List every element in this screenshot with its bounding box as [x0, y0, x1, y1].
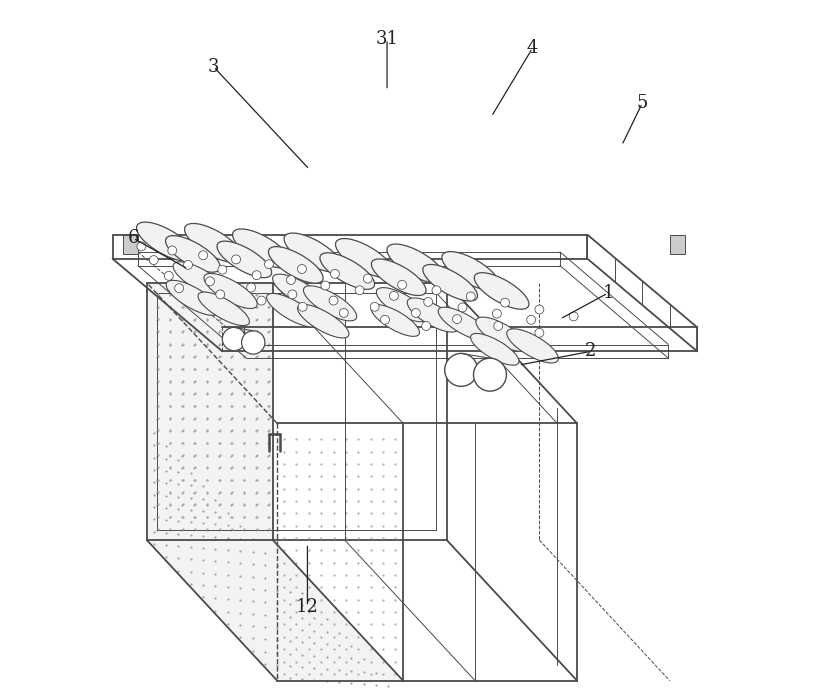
Circle shape — [149, 256, 158, 265]
Ellipse shape — [166, 280, 219, 316]
Circle shape — [183, 260, 192, 269]
Circle shape — [164, 271, 173, 280]
Ellipse shape — [217, 241, 272, 278]
Circle shape — [432, 286, 441, 295]
Ellipse shape — [284, 233, 342, 272]
Circle shape — [389, 291, 398, 300]
Circle shape — [492, 309, 501, 318]
Circle shape — [355, 286, 364, 295]
Circle shape — [411, 309, 420, 318]
Circle shape — [458, 303, 467, 312]
Text: 31: 31 — [375, 30, 398, 48]
Polygon shape — [147, 282, 273, 540]
Ellipse shape — [268, 247, 323, 283]
Circle shape — [501, 298, 510, 307]
Circle shape — [321, 281, 330, 290]
Ellipse shape — [173, 262, 227, 297]
Ellipse shape — [165, 236, 220, 272]
Circle shape — [330, 269, 339, 278]
Circle shape — [569, 312, 578, 321]
Polygon shape — [123, 235, 138, 254]
Ellipse shape — [376, 287, 428, 322]
Circle shape — [264, 260, 273, 269]
Ellipse shape — [407, 298, 459, 332]
Text: 4: 4 — [527, 39, 538, 57]
Ellipse shape — [137, 222, 195, 261]
Ellipse shape — [204, 274, 257, 309]
Ellipse shape — [438, 307, 490, 340]
Circle shape — [257, 296, 266, 305]
Ellipse shape — [442, 251, 500, 291]
Circle shape — [252, 271, 261, 280]
Circle shape — [288, 290, 297, 299]
Circle shape — [339, 309, 348, 318]
Circle shape — [329, 296, 338, 305]
Circle shape — [380, 316, 389, 325]
Circle shape — [218, 265, 227, 274]
Circle shape — [247, 283, 256, 292]
Ellipse shape — [335, 238, 393, 278]
Circle shape — [527, 316, 536, 325]
Circle shape — [398, 280, 407, 289]
Text: 3: 3 — [208, 58, 219, 76]
Circle shape — [535, 329, 544, 338]
Circle shape — [298, 265, 307, 274]
Circle shape — [175, 284, 183, 293]
Circle shape — [474, 358, 506, 391]
Ellipse shape — [506, 329, 559, 363]
Ellipse shape — [474, 273, 529, 309]
Ellipse shape — [232, 229, 290, 268]
Ellipse shape — [470, 333, 519, 365]
Text: 2: 2 — [585, 342, 596, 360]
Ellipse shape — [476, 317, 528, 351]
Ellipse shape — [267, 294, 318, 327]
Text: 12: 12 — [296, 597, 319, 616]
Circle shape — [222, 327, 245, 351]
Circle shape — [137, 242, 146, 251]
Text: 6: 6 — [128, 229, 139, 247]
Circle shape — [466, 292, 475, 301]
Circle shape — [199, 251, 208, 260]
Circle shape — [452, 315, 461, 324]
Ellipse shape — [387, 244, 445, 283]
Circle shape — [494, 322, 503, 331]
Circle shape — [286, 276, 295, 285]
Ellipse shape — [320, 253, 375, 289]
Circle shape — [422, 322, 430, 331]
Circle shape — [241, 331, 265, 354]
Polygon shape — [147, 540, 403, 681]
Ellipse shape — [303, 286, 357, 321]
Ellipse shape — [198, 292, 249, 326]
Text: 1: 1 — [602, 284, 614, 302]
Ellipse shape — [272, 274, 326, 309]
Ellipse shape — [371, 305, 420, 336]
Circle shape — [535, 305, 544, 314]
Ellipse shape — [298, 305, 349, 338]
Circle shape — [168, 246, 177, 255]
Ellipse shape — [423, 265, 478, 301]
Circle shape — [231, 255, 240, 264]
Ellipse shape — [371, 259, 426, 296]
Circle shape — [216, 290, 225, 299]
Ellipse shape — [185, 223, 242, 263]
Circle shape — [445, 353, 478, 387]
Polygon shape — [670, 235, 685, 254]
Circle shape — [363, 274, 372, 283]
Circle shape — [205, 277, 214, 286]
Circle shape — [371, 302, 380, 311]
Circle shape — [299, 302, 307, 311]
Circle shape — [424, 298, 433, 307]
Text: 5: 5 — [636, 94, 648, 112]
